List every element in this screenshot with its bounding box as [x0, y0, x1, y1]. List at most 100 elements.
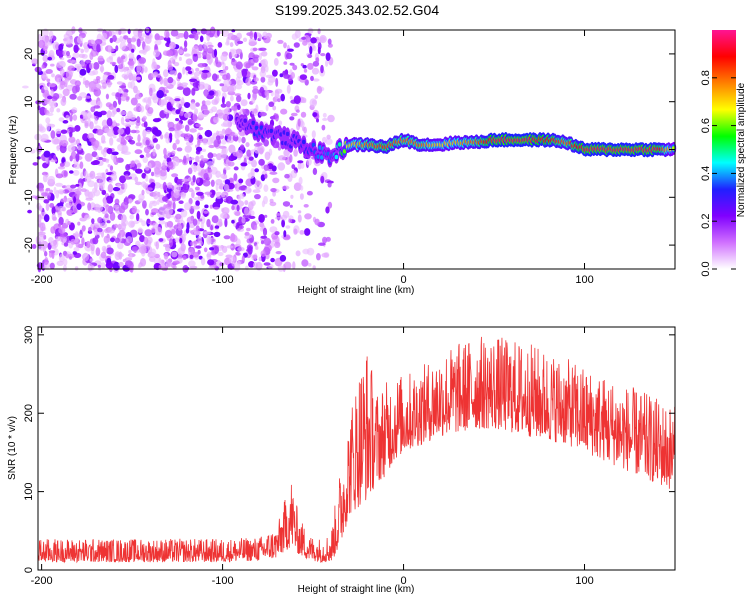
- spectrogram-noise-cell: [192, 240, 200, 244]
- spectrogram-noise-cell: [56, 61, 64, 69]
- spectrogram-noise-cell: [144, 45, 151, 52]
- spectrogram-noise-cell: [196, 177, 200, 184]
- spectrogram-noise-cell: [166, 151, 171, 157]
- spectrogram-noise-cell: [198, 81, 205, 86]
- spectrogram-noise-cell: [65, 202, 73, 208]
- spectrogram-noise-cell: [95, 76, 101, 81]
- spectrogram-noise-cell: [51, 205, 56, 215]
- spectrogram-noise-cell: [208, 90, 215, 96]
- spectrogram-noise-cell: [47, 195, 51, 200]
- spectrogram-noise-cell: [285, 234, 291, 239]
- spectrogram-noise-cell: [37, 188, 45, 192]
- spectrogram-noise-cell: [281, 219, 285, 228]
- spectrogram-noise-cell: [191, 189, 195, 199]
- spectrogram-noise-cell: [74, 231, 79, 240]
- spectrogram-noise-cell: [130, 160, 136, 168]
- spectrogram-noise-cell: [44, 251, 48, 257]
- spectrogram-noise-cell: [53, 154, 57, 160]
- spectrogram-noise-cell: [298, 176, 303, 185]
- spectrogram-noise-cell: [55, 182, 63, 187]
- spectrogram-noise-cell: [175, 109, 181, 115]
- spectrogram-noise-cell: [105, 204, 110, 212]
- spectrogram-noise-cell: [111, 151, 119, 156]
- spectrogram-noise-cell: [73, 163, 81, 169]
- spectrogram-noise-cell: [284, 173, 290, 179]
- spectrogram-noise-cell: [119, 110, 127, 116]
- spectrogram-noise-cell: [152, 127, 159, 135]
- spectrogram-noise-cell: [277, 39, 284, 44]
- spectrogram-noise-cell: [250, 200, 256, 207]
- spectrogram-noise-cell: [59, 235, 68, 243]
- spectrogram-noise-cell: [137, 28, 143, 33]
- spectrogram-y-ticks: -20 -10 0 10 20: [23, 48, 675, 253]
- spectrogram-noise-cell: [143, 121, 148, 128]
- spectrogram-noise-cell: [318, 242, 326, 246]
- spectrogram-noise-cell: [63, 79, 70, 83]
- spectrogram-noise-cell: [111, 92, 117, 97]
- spectrogram-noise-cell: [182, 255, 187, 260]
- spectrogram-noise-cell: [68, 136, 76, 143]
- spectrogram-noise-cell: [50, 89, 54, 97]
- spectrogram-x-label: Height of straight line (km): [298, 285, 415, 296]
- spectrogram-noise-cell: [126, 236, 133, 244]
- spectrogram-noise-cell: [137, 134, 141, 143]
- spectrogram-noise-cell: [52, 41, 60, 51]
- spectrogram-noise-cell: [141, 189, 145, 196]
- spectrogram-noise-cell: [118, 205, 126, 214]
- spectrogram-noise-cell: [231, 105, 238, 111]
- spectrogram-noise-cell: [65, 253, 70, 258]
- spectrogram-noise-cell: [31, 244, 37, 249]
- spectrogram-noise-cell: [320, 53, 326, 57]
- spectrogram-noise-cell: [49, 203, 55, 208]
- spectrogram-noise-cell: [219, 212, 228, 219]
- spectrogram-noise-cell: [257, 145, 265, 154]
- spectrogram-noise-cell: [76, 36, 84, 44]
- spectrogram-noise-cell: [320, 64, 324, 74]
- spectrogram-noise-cell: [68, 127, 76, 133]
- spectrogram-noise-cell: [116, 107, 121, 113]
- spectrogram-noise-cell: [203, 210, 209, 214]
- spectrogram-noise-cell: [77, 96, 83, 101]
- spectrogram-noise-cell: [150, 248, 157, 257]
- spectrogram-noise-cell: [112, 100, 118, 108]
- spectrogram-noise-cell: [178, 56, 182, 62]
- spectrogram-noise-cell: [119, 175, 127, 184]
- spectrogram-noise-cell: [117, 127, 125, 135]
- spectrogram-noise-cell: [48, 237, 54, 244]
- spectrogram-noise-cell: [98, 177, 106, 186]
- spectrogram-noise-cell: [232, 151, 240, 157]
- spectrogram-noise-cell: [62, 120, 69, 124]
- spectrogram-noise-cell: [297, 160, 304, 164]
- spectrogram-noise-cell: [244, 235, 251, 240]
- spectrogram-noise-cell: [255, 244, 259, 250]
- spectrogram-noise-cell: [174, 237, 180, 243]
- spectrogram-noise-cell: [196, 210, 201, 220]
- spectrogram-noise-cell: [129, 140, 136, 145]
- spectrogram-noise-cell: [223, 235, 231, 240]
- spectrogram-noise-cell: [89, 170, 96, 180]
- spectrogram-noise-cell: [166, 49, 174, 57]
- spectrogram-noise-cell: [197, 140, 201, 146]
- spectrogram-noise-cell: [194, 231, 201, 236]
- spectrogram-noise-cell: [246, 227, 251, 232]
- spectrogram-noise-cell: [36, 262, 45, 269]
- spectrogram-noise-cell: [196, 156, 201, 160]
- spectrogram-noise-cell: [49, 189, 53, 194]
- spectrogram-noise-cell: [175, 118, 180, 122]
- spectrogram-noise-cell: [135, 142, 142, 147]
- spectrogram-noise-cell: [279, 73, 284, 78]
- spectrogram-marks: [22, 26, 677, 273]
- spectrogram-noise-cell: [258, 34, 263, 40]
- spectrogram-ridge-core: [334, 154, 339, 160]
- spectrogram-noise-cell: [241, 217, 246, 224]
- spectrogram-noise-cell: [42, 54, 49, 63]
- spectrogram-noise-cell: [226, 139, 230, 144]
- spectrogram-noise-cell: [327, 182, 332, 188]
- spectrogram-noise-cell: [258, 158, 265, 166]
- spectrogram-noise-cell: [107, 164, 111, 168]
- spectrogram-noise-cell: [136, 64, 142, 73]
- spectrogram-noise-cell: [87, 263, 93, 272]
- spectrogram-noise-cell: [31, 58, 39, 65]
- spectrogram-noise-cell: [97, 111, 103, 118]
- spectrogram-noise-cell: [145, 152, 151, 158]
